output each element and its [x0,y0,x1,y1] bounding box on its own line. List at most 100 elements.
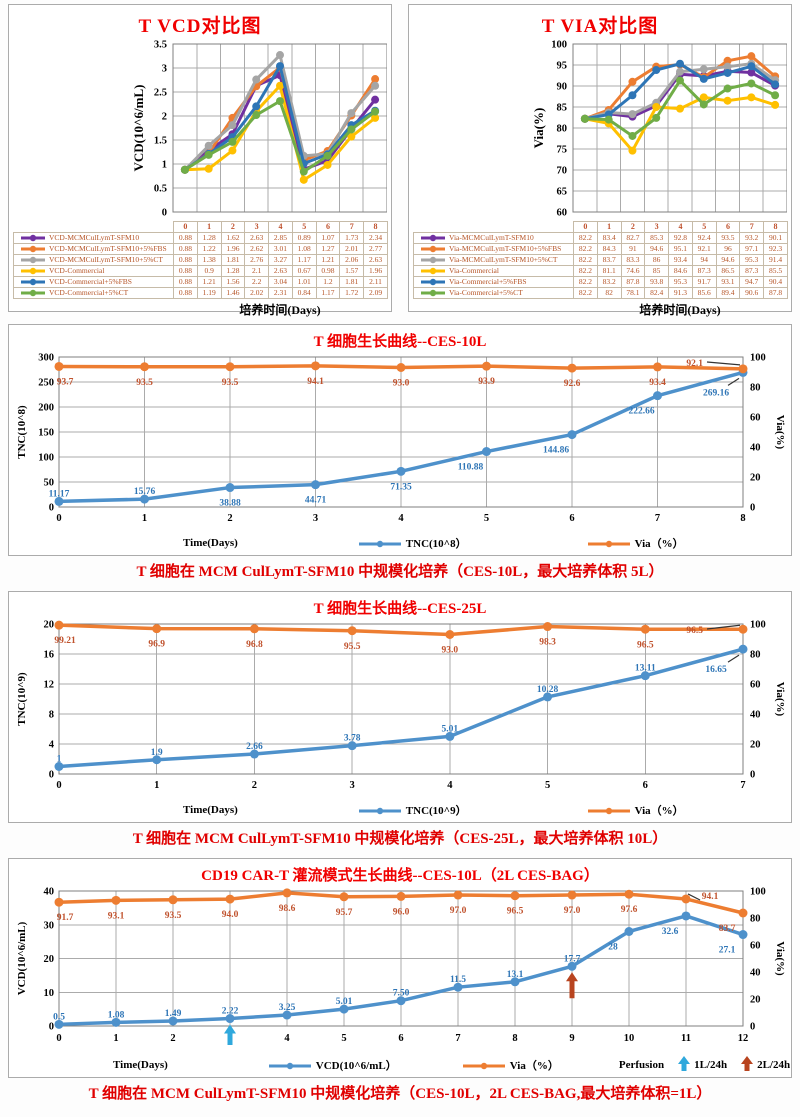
data-label: 222.66 [628,407,654,417]
data-point [699,65,708,74]
svg-text:0.5: 0.5 [154,184,167,195]
table-row: Via-Commercial+5%CT 82.2 82 78.1 82.4 91.3 85.… [413,287,788,299]
svg-text:0: 0 [56,780,61,791]
data-label: 98.3 [539,638,556,648]
data-label: 11.17 [49,489,70,499]
data-point [180,165,189,174]
svg-text:1: 1 [162,160,167,171]
y-axis-ticks: 100 95 90 85 80 75 70 65 60 [551,40,568,219]
data-point [580,114,589,123]
data-label: 99.21 [54,636,76,646]
svg-text:40: 40 [750,443,761,454]
series-name: Via-Commercial+5%FBS [413,276,574,288]
series-value: 95.3 [739,254,765,266]
legend-key-icon [421,289,445,297]
series-labels: 1 1.9 2.66 3.78 5.01 10.28 13.11 16.65 [57,654,740,765]
svg-text:0: 0 [49,770,54,781]
legend-item: Via（%） [462,1057,559,1073]
series-value: 2.31 [268,287,293,299]
data-point [204,150,213,159]
svg-text:20: 20 [750,740,761,751]
left-axis-title: TNC(10^9) [16,672,28,726]
series-value: 0.88 [173,265,198,277]
series-value: 1.56 [220,276,246,288]
series-value: 74.6 [620,265,646,277]
series-value: 2.2 [244,276,270,288]
svg-text:100: 100 [750,353,766,364]
series-value: 82.2 [573,276,598,288]
svg-text:2.5: 2.5 [154,88,167,99]
svg-text:100: 100 [750,887,766,898]
series-value: 3.04 [268,276,293,288]
x-axis-ticks: 0 1 2 3 4 5 6 7 [56,780,745,791]
data-point [723,62,732,71]
via-chart-title: T VIA对比图 [541,16,659,37]
svg-text:0: 0 [750,770,755,781]
legend-item: Via（%） [587,802,684,818]
svg-text:7: 7 [655,513,660,524]
data-label: 93.5 [165,911,182,921]
svg-text:80: 80 [557,124,568,135]
svg-text:7: 7 [740,780,745,791]
series-labels: 99.21 96.9 96.8 95.5 93.0 98.3 96.5 96.5 [54,624,741,656]
legend-item: TNC(10^8） [358,535,467,551]
data-label: 71.35 [390,482,412,492]
legend-key-icon [21,289,45,297]
data-label: 17.7 [564,954,581,964]
data-label: 1.9 [151,748,163,758]
svg-text:70: 70 [557,166,568,177]
via-chart-svg: Via(%) 100 95 90 85 80 75 70 65 60 [531,40,788,219]
series-value: 0.89 [291,232,317,244]
perfusion-arrow-icon [566,972,578,999]
svg-text:20: 20 [750,995,761,1006]
table-row: Via-Commercial 82.2 81.1 74.6 85 84.6 87.3 86.5… [413,265,788,277]
data-label: 15.76 [134,487,156,497]
data-label: 94.0 [222,910,239,920]
vcd-legend-table: 0 1 2 3 4 5 6 7 8 VCD-MCMCulLymT-SFM10 0.88 1.28 1.6… [13,221,388,299]
data-point [747,68,756,77]
series-value: 93.4 [668,254,693,266]
data-label: 96.5 [686,626,703,636]
series-labels: 91.7 93.1 93.5 94.0 98.6 95.7 96.0 97.0 96.5 97.0… [57,892,736,934]
data-label: 92.6 [564,379,581,389]
series-value: 82.2 [573,254,598,266]
data-point [347,132,356,141]
data-label: 38.88 [219,499,241,509]
data-label: 269.16 [703,388,729,398]
data-label: 96.5 [507,907,524,917]
data-label: 93.5 [136,378,153,388]
day-label: 2 [620,221,646,233]
svg-text:8: 8 [740,513,745,524]
svg-text:6: 6 [569,513,574,524]
data-point [371,113,380,122]
day-label: 2 [220,221,246,233]
series-name: Via-MCMCulLymT-SFM10+5%FBS [413,243,574,255]
left-axis-ticks: 20 16 12 8 4 0 [44,620,55,781]
data-label: 96.9 [148,640,165,650]
data-label: 97.0 [450,906,467,916]
series-VCD-Commercial+5%CT [180,97,380,176]
data-label: 93.4 [649,378,666,388]
data-label: 144.86 [543,446,569,456]
data-label: 93.0 [442,646,459,656]
svg-text:4: 4 [398,513,404,524]
data-point [747,79,756,88]
data-point [604,115,613,124]
data-label: 94.1 [307,377,324,387]
x-axis-label: Time(Days) [183,537,238,549]
vcd-chart-title: T VCD对比图 [138,16,262,37]
ces10l-legend: Time(Days) TNC(10^8） Via（%） [13,532,787,554]
series-value: 1.96 [363,265,388,277]
svg-text:5: 5 [484,513,489,524]
ces10l-plot-area: TNC(10^8) Via(%) 300 250 200 150 100 50 0 100 80 60… [13,351,787,532]
table-row: Via-Commercial+5%FBS 82.2 83.2 87.8 93.8 95.3… [413,276,788,288]
svg-text:11: 11 [681,1033,691,1044]
series-value: 82.7 [620,232,646,244]
svg-text:16: 16 [44,650,55,661]
series-value: 93.5 [715,232,741,244]
data-label: 94.1 [702,892,719,902]
svg-text:5: 5 [341,1033,346,1044]
legend-key-icon [421,245,445,253]
svg-text:4: 4 [284,1033,290,1044]
